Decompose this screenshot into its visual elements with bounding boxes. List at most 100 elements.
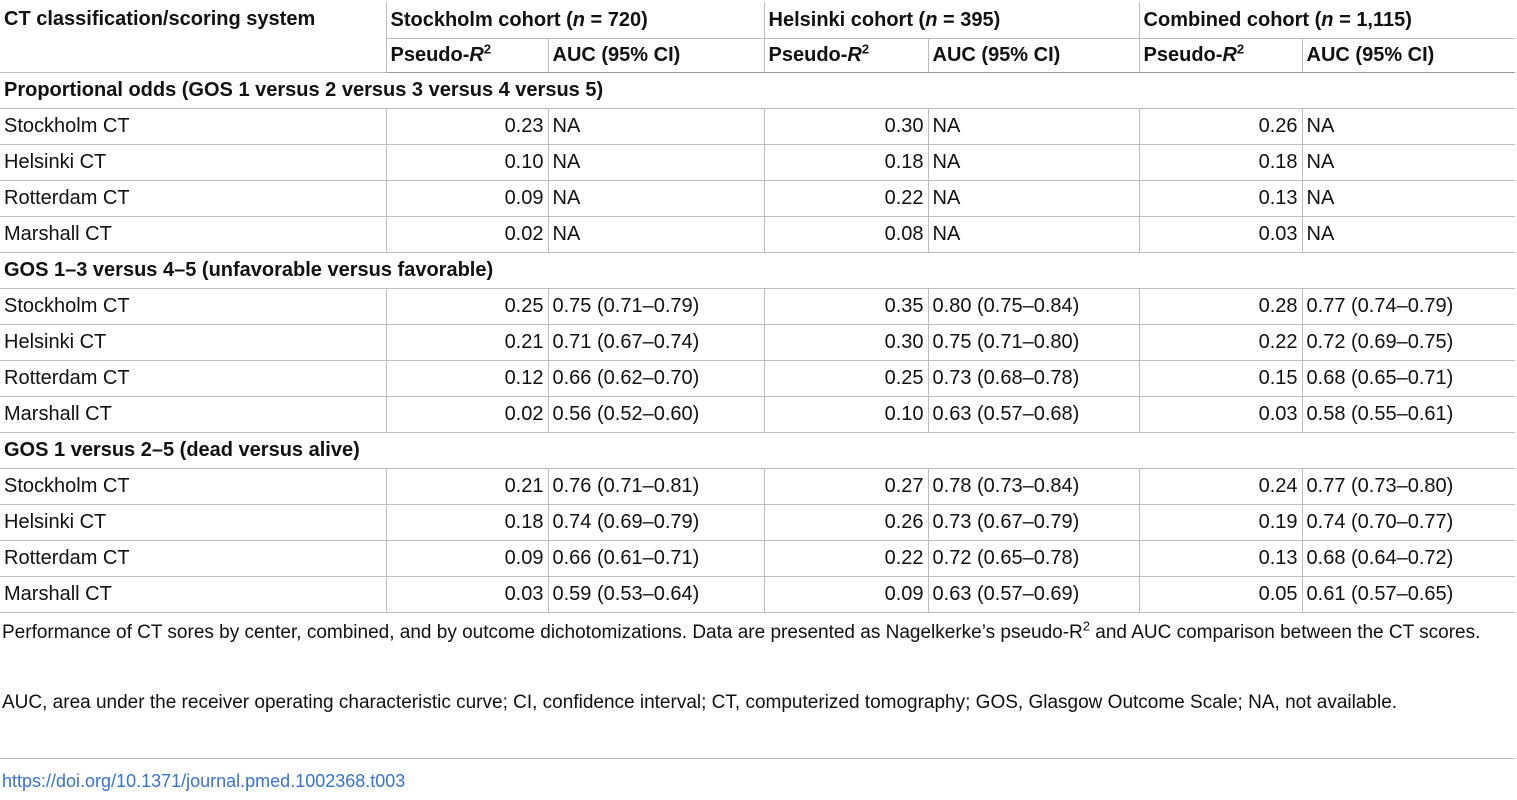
auc-value: 0.56 (0.52–0.60) — [547, 396, 765, 433]
table-row: Stockholm CT 0.21 0.76 (0.71–0.81) 0.27 … — [0, 468, 1516, 505]
header-first-col: CT classification/scoring system — [0, 2, 386, 73]
row-label: Stockholm CT — [0, 468, 386, 505]
header-cohort-helsinki: Helsinki cohort (n = 395) — [763, 2, 1140, 39]
pseudo-r2-value: 0.21 — [385, 324, 548, 361]
pseudo-r2-value: 0.27 — [763, 468, 929, 505]
auc-value: NA — [547, 216, 765, 253]
pseudo-r2-value: 0.02 — [385, 216, 548, 253]
table-row: Helsinki CT 0.21 0.71 (0.67–0.74) 0.30 0… — [0, 324, 1516, 361]
auc-value: 0.59 (0.53–0.64) — [547, 576, 765, 613]
pseudo-r2-value: 0.03 — [385, 576, 548, 613]
pseudo-r2-value: 0.03 — [1138, 396, 1303, 433]
auc-value: 0.77 (0.73–0.80) — [1301, 468, 1516, 505]
auc-value: 0.63 (0.57–0.68) — [927, 396, 1140, 433]
row-label: Rotterdam CT — [0, 360, 386, 397]
section-title: GOS 1–3 versus 4–5 (unfavorable versus f… — [0, 252, 1516, 289]
row-label: Helsinki CT — [0, 324, 386, 361]
pseudo-r2-value: 0.26 — [1138, 108, 1303, 145]
table-row: Marshall CT 0.02 0.56 (0.52–0.60) 0.10 0… — [0, 396, 1516, 433]
header-pseudo-r2: Pseudo-R2 — [1138, 38, 1303, 73]
table-row: Stockholm CT 0.23 NA 0.30 NA 0.26 NA — [0, 108, 1516, 145]
auc-value: 0.71 (0.67–0.74) — [547, 324, 765, 361]
auc-value: NA — [547, 180, 765, 217]
auc-value: 0.75 (0.71–0.80) — [927, 324, 1140, 361]
pseudo-r2-value: 0.18 — [763, 144, 929, 181]
pseudo-r2-value: 0.25 — [385, 288, 548, 325]
section-row: Proportional odds (GOS 1 versus 2 versus… — [0, 72, 1516, 109]
table-row: Rotterdam CT 0.12 0.66 (0.62–0.70) 0.25 … — [0, 360, 1516, 397]
auc-value: 0.68 (0.64–0.72) — [1301, 540, 1516, 577]
auc-value: NA — [927, 144, 1140, 181]
pseudo-r2-value: 0.15 — [1138, 360, 1303, 397]
auc-value: 0.73 (0.67–0.79) — [927, 504, 1140, 541]
auc-value: 0.78 (0.73–0.84) — [927, 468, 1140, 505]
table-row: Marshall CT 0.03 0.59 (0.53–0.64) 0.09 0… — [0, 576, 1516, 613]
pseudo-r2-value: 0.22 — [1138, 324, 1303, 361]
row-label: Marshall CT — [0, 396, 386, 433]
auc-value: 0.74 (0.70–0.77) — [1301, 504, 1516, 541]
row-label: Rotterdam CT — [0, 180, 386, 217]
header-cohort-stockholm: Stockholm cohort (n = 720) — [385, 2, 765, 39]
pseudo-r2-value: 0.13 — [1138, 180, 1303, 217]
header-pseudo-r2: Pseudo-R2 — [763, 38, 929, 73]
auc-value: NA — [1301, 216, 1516, 253]
auc-value: NA — [547, 144, 765, 181]
pseudo-r2-value: 0.22 — [763, 180, 929, 217]
table-row: Marshall CT 0.02 NA 0.08 NA 0.03 NA — [0, 216, 1516, 253]
row-label: Marshall CT — [0, 576, 386, 613]
section-title: Proportional odds (GOS 1 versus 2 versus… — [0, 72, 1516, 109]
footer-divider — [0, 758, 1515, 759]
section-row: GOS 1–3 versus 4–5 (unfavorable versus f… — [0, 252, 1516, 289]
pseudo-r2-value: 0.09 — [385, 540, 548, 577]
auc-value: 0.80 (0.75–0.84) — [927, 288, 1140, 325]
table-row: Helsinki CT 0.18 0.74 (0.69–0.79) 0.26 0… — [0, 504, 1516, 541]
table-footnote-abbreviations: AUC, area under the receiver operating c… — [2, 692, 1398, 713]
auc-value: 0.77 (0.74–0.79) — [1301, 288, 1516, 325]
pseudo-r2-value: 0.13 — [1138, 540, 1303, 577]
pseudo-r2-value: 0.24 — [1138, 468, 1303, 505]
pseudo-r2-value: 0.05 — [1138, 576, 1303, 613]
header-row-metrics: Pseudo-R2 AUC (95% CI) Pseudo-R2 AUC (95… — [0, 38, 1516, 73]
auc-value: 0.58 (0.55–0.61) — [1301, 396, 1516, 433]
pseudo-r2-value: 0.35 — [763, 288, 929, 325]
auc-value: NA — [1301, 108, 1516, 145]
auc-value: 0.73 (0.68–0.78) — [927, 360, 1140, 397]
pseudo-r2-value: 0.10 — [385, 144, 548, 181]
pseudo-r2-value: 0.30 — [763, 108, 929, 145]
pseudo-r2-value: 0.25 — [763, 360, 929, 397]
section-title: GOS 1 versus 2–5 (dead versus alive) — [0, 432, 1516, 469]
table-footnote-performance: Performance of CT sores by center, combi… — [2, 618, 1481, 643]
table-row: Stockholm CT 0.25 0.75 (0.71–0.79) 0.35 … — [0, 288, 1516, 325]
pseudo-r2-value: 0.28 — [1138, 288, 1303, 325]
auc-value: 0.72 (0.69–0.75) — [1301, 324, 1516, 361]
row-label: Stockholm CT — [0, 108, 386, 145]
table-row: Rotterdam CT 0.09 NA 0.22 NA 0.13 NA — [0, 180, 1516, 217]
header-auc: AUC (95% CI) — [1301, 38, 1516, 73]
header-pseudo-r2: Pseudo-R2 — [385, 38, 548, 73]
header-auc: AUC (95% CI) — [927, 38, 1140, 73]
auc-value: 0.61 (0.57–0.65) — [1301, 576, 1516, 613]
pseudo-r2-value: 0.19 — [1138, 504, 1303, 541]
pseudo-r2-value: 0.18 — [1138, 144, 1303, 181]
table-row: Helsinki CT 0.10 NA 0.18 NA 0.18 NA — [0, 144, 1516, 181]
auc-value: 0.76 (0.71–0.81) — [547, 468, 765, 505]
auc-value: NA — [1301, 180, 1516, 217]
section-row: GOS 1 versus 2–5 (dead versus alive) — [0, 432, 1516, 469]
pseudo-r2-value: 0.30 — [763, 324, 929, 361]
auc-value: 0.66 (0.61–0.71) — [547, 540, 765, 577]
table-row: Rotterdam CT 0.09 0.66 (0.61–0.71) 0.22 … — [0, 540, 1516, 577]
pseudo-r2-value: 0.09 — [763, 576, 929, 613]
row-label: Rotterdam CT — [0, 540, 386, 577]
pseudo-r2-value: 0.09 — [385, 180, 548, 217]
row-label: Helsinki CT — [0, 144, 386, 181]
pseudo-r2-value: 0.02 — [385, 396, 548, 433]
pseudo-r2-value: 0.21 — [385, 468, 548, 505]
auc-value: 0.63 (0.57–0.69) — [927, 576, 1140, 613]
auc-value: NA — [927, 216, 1140, 253]
doi-link[interactable]: https://doi.org/10.1371/journal.pmed.100… — [2, 771, 406, 791]
header-row-cohorts: CT classification/scoring system Stockho… — [0, 2, 1516, 73]
auc-value: 0.66 (0.62–0.70) — [547, 360, 765, 397]
pseudo-r2-value: 0.10 — [763, 396, 929, 433]
auc-value: NA — [1301, 144, 1516, 181]
row-label: Stockholm CT — [0, 288, 386, 325]
